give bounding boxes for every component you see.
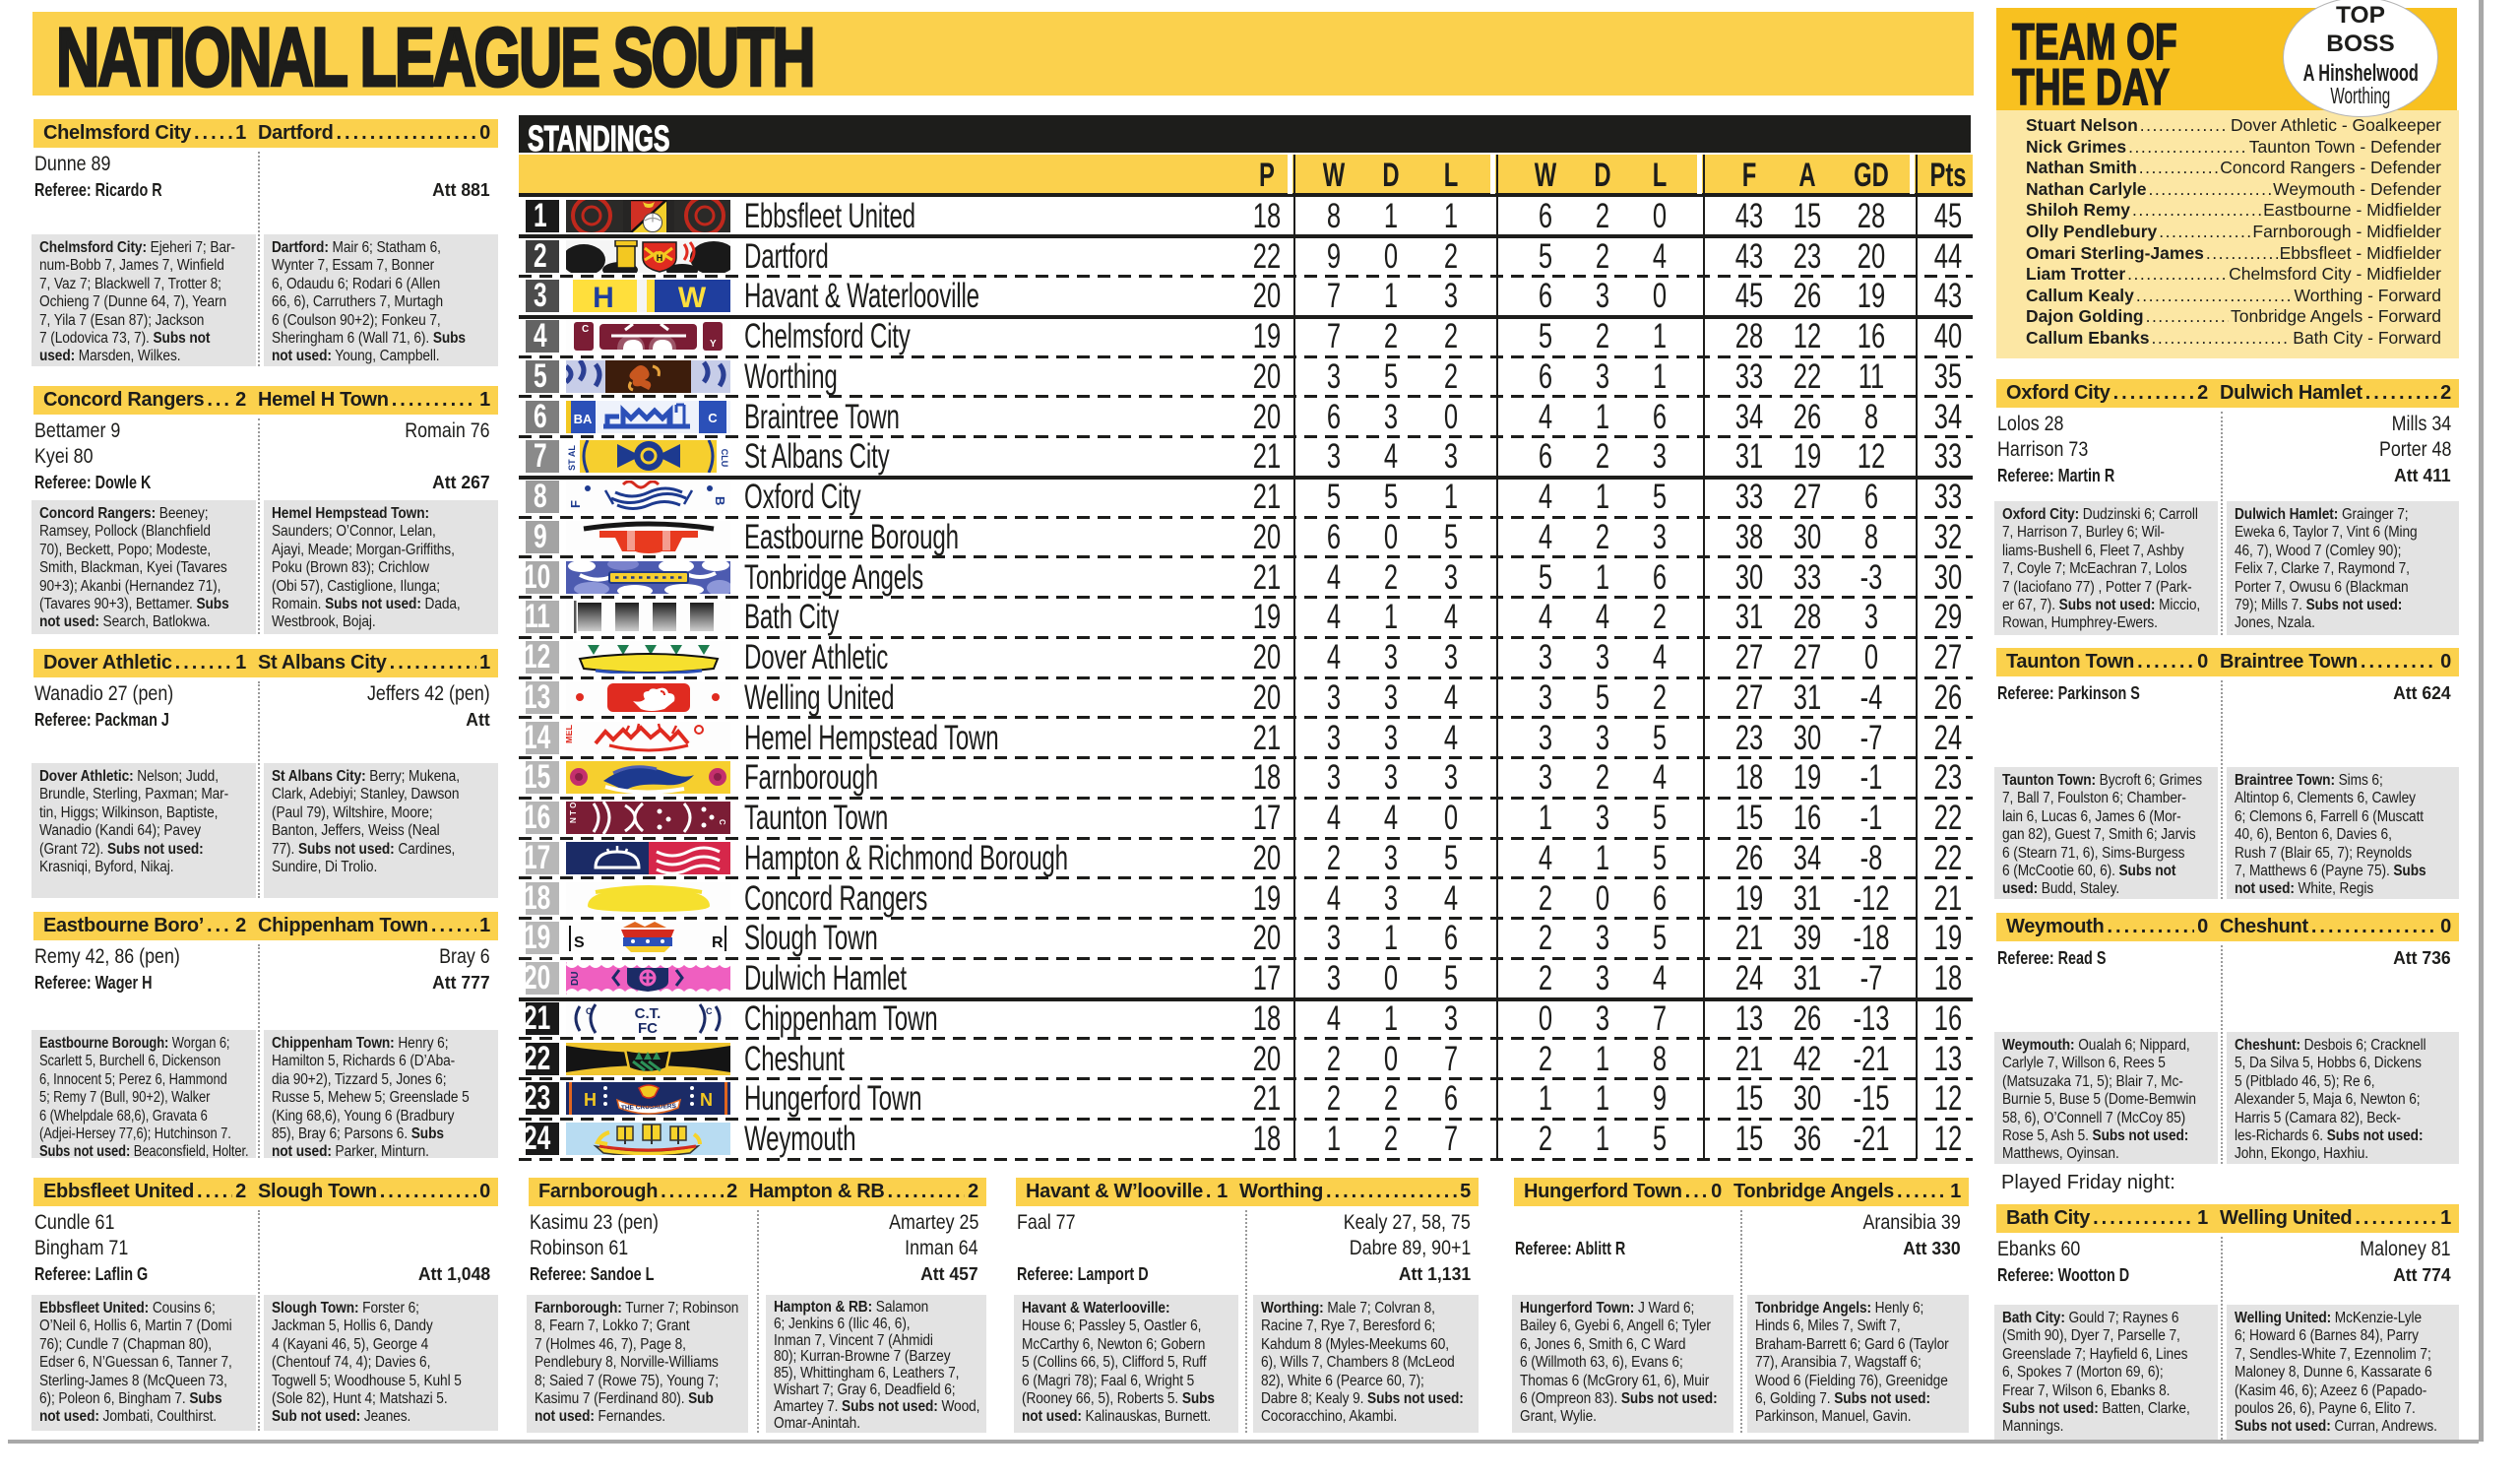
svg-text:H: H bbox=[593, 282, 614, 312]
svg-text:W: W bbox=[678, 282, 707, 312]
svg-text:C.T.: C.T. bbox=[635, 1005, 662, 1022]
svg-text:S: S bbox=[574, 934, 585, 951]
svg-text:H: H bbox=[584, 1090, 597, 1110]
svg-text:THE CRUSADERS: THE CRUSADERS bbox=[621, 1103, 677, 1112]
svg-text:N: N bbox=[700, 1090, 713, 1110]
svg-text:Y: Y bbox=[710, 339, 717, 350]
svg-text:F: F bbox=[568, 500, 583, 508]
svg-text:C: C bbox=[708, 411, 718, 425]
svg-text:BA: BA bbox=[574, 412, 593, 426]
svg-text:FC: FC bbox=[638, 1020, 658, 1035]
svg-text:B: B bbox=[713, 496, 727, 505]
svg-text:R: R bbox=[712, 934, 724, 951]
svg-text:C: C bbox=[586, 1006, 593, 1016]
svg-text:ST AL: ST AL bbox=[567, 445, 577, 471]
svg-text:CLU: CLU bbox=[720, 449, 729, 468]
svg-text:MEL: MEL bbox=[566, 724, 574, 743]
svg-text:DU: DU bbox=[570, 972, 581, 986]
svg-text:N T O: N T O bbox=[569, 803, 578, 823]
svg-text:C: C bbox=[718, 819, 726, 825]
svg-text:C: C bbox=[582, 324, 589, 335]
svg-text:C: C bbox=[706, 1006, 713, 1016]
svg-text:H: H bbox=[657, 253, 663, 263]
